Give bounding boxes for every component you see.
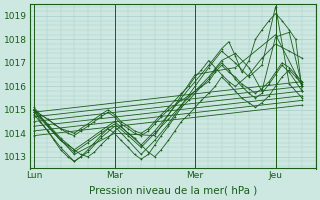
X-axis label: Pression niveau de la mer( hPa ): Pression niveau de la mer( hPa ) [89,186,257,196]
